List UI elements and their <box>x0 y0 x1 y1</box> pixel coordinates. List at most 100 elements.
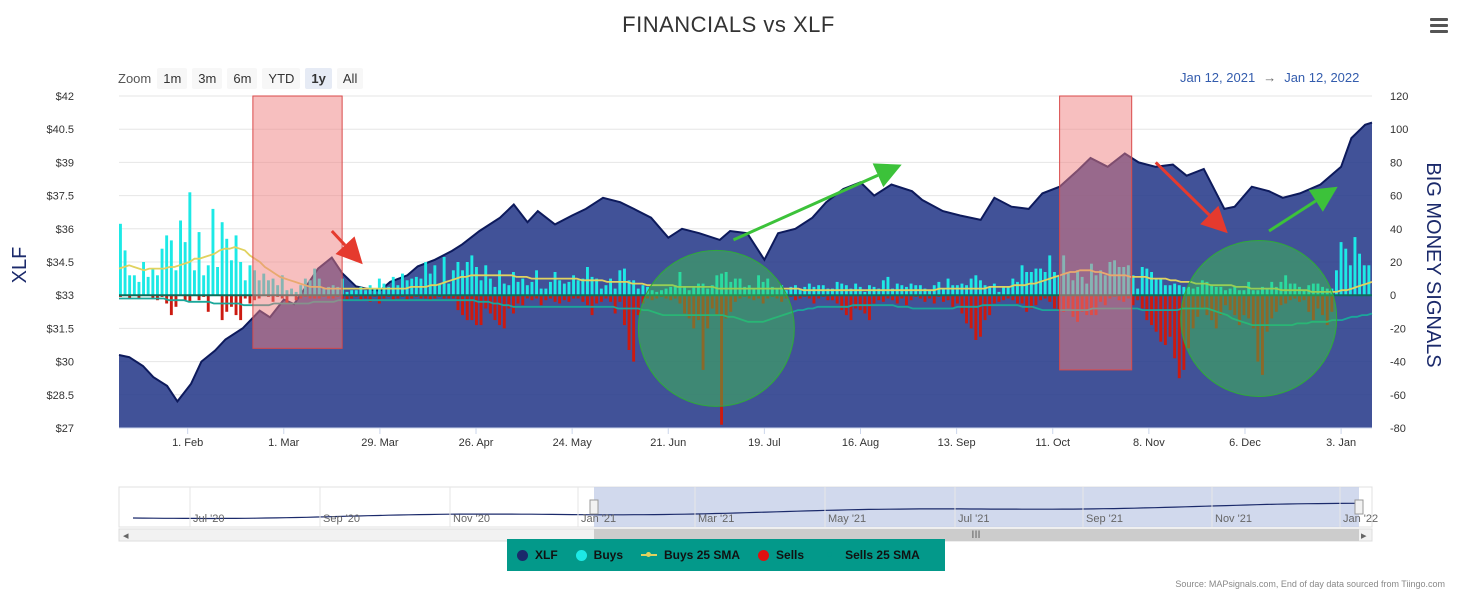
sells-bar <box>1187 295 1190 349</box>
buys-bar <box>1034 268 1038 296</box>
buys-bar <box>1362 265 1366 296</box>
hamburger-menu-icon[interactable] <box>1430 18 1448 34</box>
sells-bar <box>502 295 506 329</box>
buys-bar <box>525 285 529 296</box>
buys-bar <box>498 270 501 296</box>
chart-title: FINANCIALS vs XLF <box>622 12 835 37</box>
zoom-all-button[interactable]: All <box>336 68 364 89</box>
buys-bar <box>1284 275 1288 296</box>
buys-bar <box>512 272 515 296</box>
legend-item-buys[interactable]: Buys <box>575 548 623 562</box>
sells-bar <box>1043 295 1047 299</box>
buys-bar <box>1353 237 1357 296</box>
buys-bar <box>1274 286 1278 296</box>
legend-item-buys-25-sma[interactable]: Buys 25 SMA <box>641 548 740 562</box>
y-left-tick: $33 <box>56 290 74 302</box>
buys-bar <box>1002 286 1005 296</box>
sells-bar <box>784 295 788 299</box>
sells-bar <box>465 295 469 321</box>
sells-bar <box>627 295 631 350</box>
buys-bar <box>1182 286 1186 296</box>
sells-bar <box>891 295 894 301</box>
sells-bar <box>798 295 802 299</box>
legend-label: Sells 25 SMA <box>845 548 920 562</box>
buys-bar <box>766 278 770 296</box>
buys-bar <box>877 288 881 296</box>
sells-bar <box>1163 295 1167 345</box>
sells-bar <box>188 295 192 302</box>
buys-bar <box>174 270 178 296</box>
buys-bar <box>1251 290 1255 296</box>
sells-bar <box>895 295 899 304</box>
zoom-1m-button[interactable]: 1m <box>157 68 188 89</box>
date-range-from[interactable]: Jan 12, 2021 <box>1180 70 1256 85</box>
y-left-tick: $34.5 <box>46 257 74 269</box>
sells-bar <box>1210 295 1214 321</box>
zoom-ytd-button[interactable]: YTD <box>262 68 301 89</box>
buys-bar <box>613 288 617 296</box>
sells-bar <box>549 295 552 299</box>
green-arrow <box>732 173 879 242</box>
buys-bar <box>636 288 640 296</box>
sells-bar <box>918 295 922 299</box>
green-arrow <box>1268 199 1317 233</box>
sells-bar <box>854 295 858 309</box>
sells-bar <box>609 295 612 302</box>
sells-bar <box>710 295 714 309</box>
buys-bar <box>359 286 363 296</box>
green-highlight-circle <box>637 249 795 407</box>
date-range-to[interactable]: Jan 12, 2022 <box>1284 70 1360 85</box>
buys-bar <box>567 281 571 296</box>
sells-bar <box>974 295 978 340</box>
buys-bar <box>650 290 654 296</box>
scrollbar-grip-icon: III <box>971 529 980 541</box>
legend-label: Sells <box>776 548 805 562</box>
sells-bar <box>442 295 446 299</box>
buys-bar <box>780 285 784 296</box>
sells-bar <box>1145 295 1149 321</box>
zoom-6m-button[interactable]: 6m <box>227 68 258 89</box>
sells-bar <box>872 295 876 304</box>
buys-bar <box>521 278 525 296</box>
y-right-tick: 100 <box>1390 124 1408 136</box>
sells-bar <box>715 295 719 316</box>
sells-bar <box>169 295 173 316</box>
zoom-3m-button[interactable]: 3m <box>192 68 223 89</box>
sells-bar <box>1270 295 1274 319</box>
sells-bar <box>747 295 751 299</box>
buys-bar <box>1233 286 1237 296</box>
buys-bar <box>211 208 215 296</box>
sells-bar <box>1034 295 1038 306</box>
sells-bar <box>997 295 1001 302</box>
xlf-area <box>119 122 1372 428</box>
buys-bar <box>206 265 210 296</box>
buys-bar <box>835 281 839 296</box>
sells-bar <box>1228 295 1232 311</box>
buys-bar <box>983 285 987 296</box>
legend-item-sells[interactable]: Sells <box>758 548 804 562</box>
buys-bar <box>604 285 608 296</box>
sells-bar <box>886 295 890 299</box>
sells-bar <box>368 295 372 302</box>
buys-bar <box>1261 286 1264 296</box>
zoom-1y-button[interactable]: 1y <box>305 68 332 89</box>
sells-bar <box>868 295 871 321</box>
legend-item-xlf[interactable]: XLF <box>517 548 558 562</box>
buys-bar <box>743 286 747 296</box>
sells-bar <box>951 295 955 307</box>
sells-bar <box>1039 295 1042 301</box>
sells-bar <box>451 295 455 299</box>
sells-bar <box>525 295 529 299</box>
y-right-axis-title: BIG MONEY SIGNALS <box>1422 162 1444 367</box>
legend: XLF Buys Buys 25 SMA Sells Sells 25 SMA <box>507 539 945 571</box>
sells-bar <box>604 295 608 299</box>
sells-bar <box>572 295 575 299</box>
legend-swatch <box>575 549 587 561</box>
legend-item-sells-25-sma[interactable]: Sells 25 SMA <box>822 548 920 562</box>
sells-bar <box>1307 295 1311 312</box>
buys-bar <box>188 192 192 296</box>
buys-bar <box>641 285 645 296</box>
buys-bar <box>789 286 793 296</box>
buys-bar <box>230 260 233 296</box>
sells-bar <box>909 295 913 301</box>
